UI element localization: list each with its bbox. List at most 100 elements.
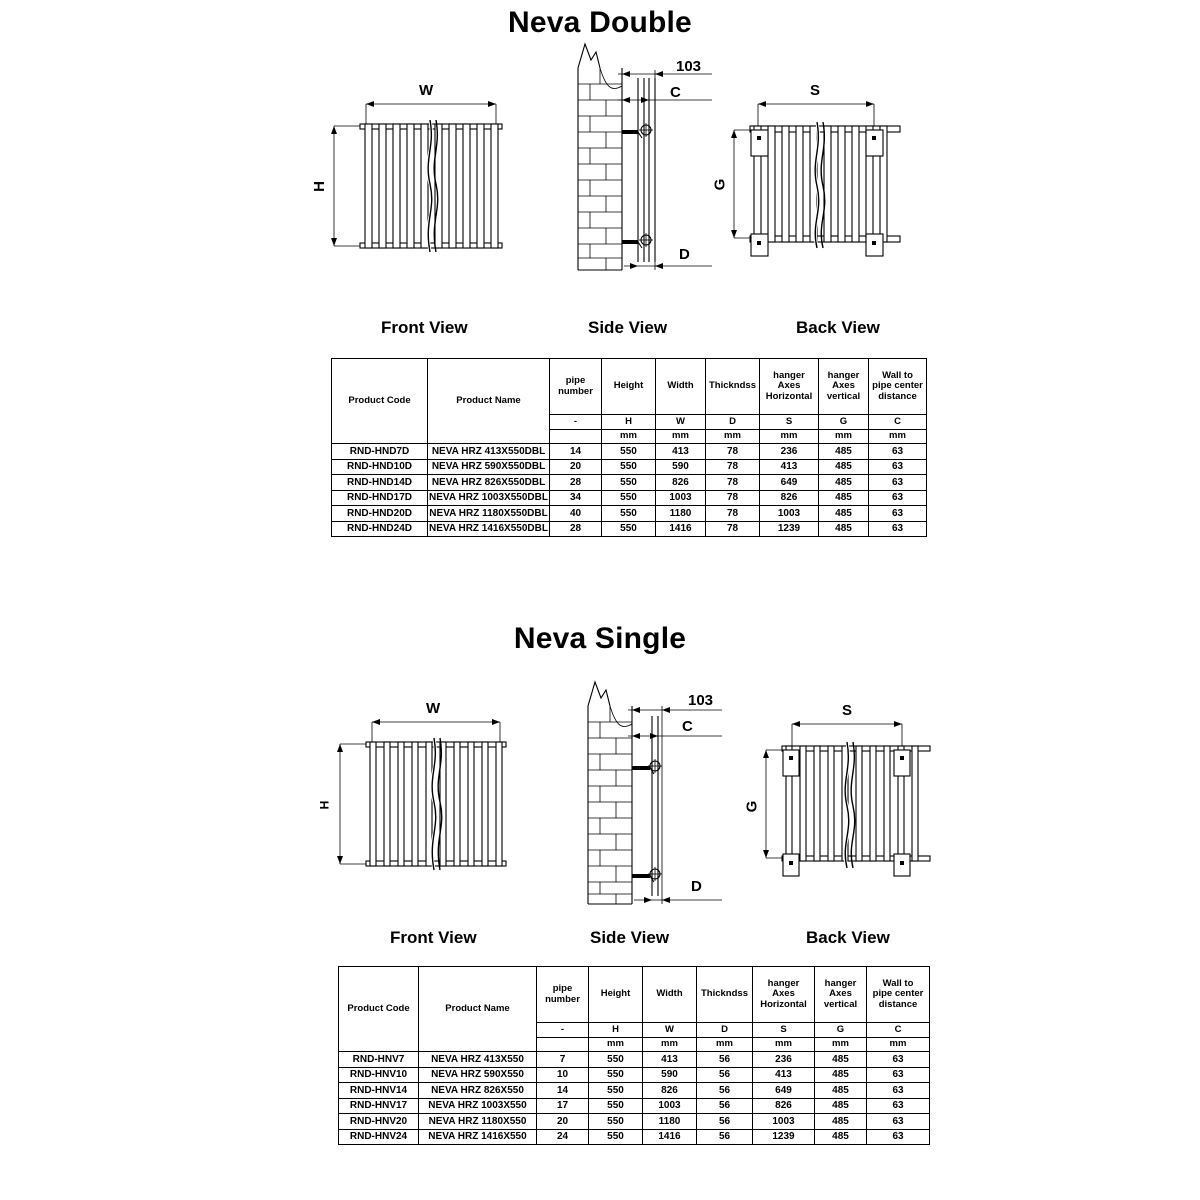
view-caption-back-double: Back View [796,318,880,337]
dim-label-c-side-single: C [682,718,693,735]
dim-label-d-side-double: D [679,246,690,263]
back-view-svg-single [763,721,931,877]
unit-wall-distance: mm [868,429,927,444]
cell-hanger-axes-vertical: 485 [818,489,869,506]
spec-table-head-double: Product Code Product Name pipe number Hei… [331,358,927,444]
cell-thickness: 56 [696,1066,753,1083]
cell-product-name: NEVA HRZ 1180X550 [418,1113,537,1130]
cell-hanger-axes-horizontal: 649 [759,474,819,491]
symbol-pipe-number: - [549,414,602,430]
table-row: RND-HND17D NEVA HRZ 1003X550DBL 34 550 1003 7… [331,489,927,506]
cell-hanger-axes-horizontal: 1003 [752,1113,815,1130]
view-caption-front-double: Front View [381,318,468,337]
back-view-drawing-double: S G [711,82,922,266]
unit-pipe-number [536,1037,589,1052]
table-row: RND-HNV7 NEVA HRZ 413X550 7 550 413 56 236 485 6… [338,1051,930,1068]
symbol-wall-distance: C [866,1022,930,1038]
unit-width: mm [655,429,706,444]
cell-product-code: RND-HNV17 [338,1097,419,1114]
front-view-drawing-single: W H [317,700,527,881]
symbol-hanger-horizontal: S [752,1022,815,1038]
symbol-hanger-vertical: G [814,1022,867,1038]
cell-product-name: NEVA HRZ 1416X550 [418,1128,537,1145]
cell-pipe-number: 20 [536,1113,589,1130]
header-product-name: Product Name [427,358,550,444]
page-title-neva-double: Neva Double [508,6,692,39]
cell-wall-to-pipe-center: 63 [868,458,927,475]
header-row-main: Product Code Product Name pipe number Hei… [338,966,930,1052]
cell-width: 1003 [655,489,706,506]
cell-thickness: 78 [705,505,760,522]
dim-label-s-back-double: S [810,82,821,99]
cell-product-code: RND-HNV10 [338,1066,419,1083]
cell-hanger-axes-horizontal: 826 [752,1097,815,1114]
cell-height: 550 [601,489,656,506]
cell-width: 1003 [642,1097,697,1114]
cell-width: 826 [655,474,706,491]
cell-thickness: 56 [696,1113,753,1130]
cell-thickness: 78 [705,520,760,537]
cell-width: 826 [642,1082,697,1099]
header-row-units: mm mm mm mm mm mm [332,429,927,444]
table-row: RND-HNV20 NEVA HRZ 1180X550 20 550 1180 56 100… [338,1113,930,1130]
cell-thickness: 78 [705,474,760,491]
cell-product-code: RND-HNV14 [338,1082,419,1099]
table-row: RND-HNV14 NEVA HRZ 826X550 14 550 826 56 649 48… [338,1082,930,1099]
header-row-units: mm mm mm mm mm mm [339,1037,930,1052]
cell-height: 550 [601,458,656,475]
cell-pipe-number: 24 [536,1128,589,1145]
header-width: Width [642,966,697,1023]
cell-thickness: 56 [696,1097,753,1114]
cell-height: 550 [588,1097,643,1114]
dim-label-c-side-double: C [670,84,681,101]
cell-width: 413 [642,1051,697,1068]
cell-hanger-axes-vertical: 485 [818,458,869,475]
cell-height: 550 [588,1082,643,1099]
cell-height: 550 [588,1113,643,1130]
dim-label-height-front-single: H [317,800,332,810]
back-view-drawing-single: S G [743,702,947,884]
unit-height: mm [601,429,656,444]
cell-product-name: NEVA HRZ 1003X550DBL [427,489,550,506]
cell-product-name: NEVA HRZ 1416X550DBL [427,520,550,537]
cell-thickness: 56 [696,1051,753,1068]
table-row: RND-HND20D NEVA HRZ 1180X550DBL 40 550 1180 7… [331,505,927,522]
view-caption-back-single: Back View [806,928,890,947]
dim-label-g-back-single: G [743,800,761,813]
cell-hanger-axes-vertical: 485 [814,1128,867,1145]
cell-height: 550 [601,505,656,522]
side-view-drawing-double: 103 C D [560,30,740,280]
view-caption-front-single: Front View [390,928,477,947]
page-title-neva-single: Neva Single [513,622,687,655]
symbol-height: H [588,1022,643,1038]
dim-label-width-front-single: W [426,700,441,717]
cell-wall-to-pipe-center: 63 [866,1082,930,1099]
cell-thickness: 78 [705,489,760,506]
cell-wall-to-pipe-center: 63 [866,1051,930,1068]
cell-hanger-axes-vertical: 485 [814,1066,867,1083]
cell-pipe-number: 28 [549,474,602,491]
cell-wall-to-pipe-center: 63 [866,1066,930,1083]
front-view-drawing-double: W H [311,82,528,266]
spec-table-neva-single: Product Code Product Name pipe number Hei… [338,966,930,1145]
view-caption-side-single: Side View [590,928,670,947]
cell-wall-to-pipe-center: 63 [868,443,927,460]
cell-hanger-axes-vertical: 485 [814,1082,867,1099]
cell-product-name: NEVA HRZ 413X550DBL [427,443,550,460]
cell-hanger-axes-horizontal: 413 [759,458,819,475]
cell-pipe-number: 17 [536,1097,589,1114]
symbol-thickness: D [696,1022,753,1038]
cell-product-code: RND-HNV24 [338,1128,419,1145]
header-product-code: Product Code [338,966,419,1052]
unit-hanger-horizontal: mm [752,1037,815,1052]
cell-height: 550 [601,520,656,537]
header-hanger-axes-horizontal: hanger Axes Horizontal [759,358,819,415]
view-caption-side-double: Side View [588,318,668,337]
cell-hanger-axes-vertical: 485 [818,505,869,522]
header-row-main: Product Code Product Name pipe number Hei… [331,358,927,444]
cell-product-name: NEVA HRZ 590X550DBL [427,458,550,475]
cell-width: 1416 [655,520,706,537]
side-view-svg-double [577,42,712,271]
cell-hanger-axes-vertical: 485 [818,520,869,537]
cell-height: 550 [588,1066,643,1083]
